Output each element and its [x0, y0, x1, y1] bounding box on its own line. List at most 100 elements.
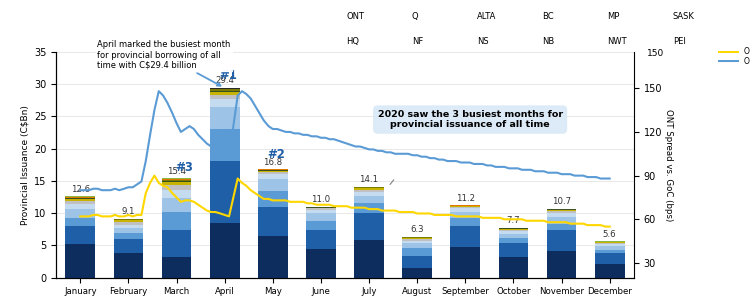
Bar — [354, 203, 384, 213]
Bar — [65, 199, 95, 201]
Bar — [113, 233, 143, 239]
Text: ONT: ONT — [346, 12, 364, 21]
Bar — [354, 196, 384, 203]
Bar — [354, 187, 384, 188]
Bar — [595, 253, 625, 264]
Bar — [113, 228, 143, 233]
Text: 7.7: 7.7 — [507, 216, 520, 225]
Bar — [354, 240, 384, 278]
Bar — [306, 209, 336, 210]
Text: 12.6: 12.6 — [70, 185, 90, 194]
Text: #2: #2 — [268, 148, 286, 161]
Bar — [595, 242, 625, 243]
Y-axis label: ONT Spread vs. GoC (bps): ONT Spread vs. GoC (bps) — [664, 109, 673, 221]
Text: April marked the busiest month
for provincial borrowing of all
time with C$29.4 : April marked the busiest month for provi… — [98, 40, 230, 86]
Bar — [162, 198, 191, 212]
Bar — [595, 264, 625, 278]
Bar — [210, 161, 239, 223]
Bar — [499, 257, 528, 278]
Y-axis label: Provincial Issuance (C$Bn): Provincial Issuance (C$Bn) — [21, 105, 30, 225]
Bar — [162, 182, 191, 185]
Text: 9.1: 9.1 — [122, 207, 135, 216]
Text: 11.0: 11.0 — [311, 195, 331, 204]
Bar — [595, 243, 625, 244]
Bar — [113, 224, 143, 228]
Bar — [402, 268, 432, 278]
Bar — [451, 206, 480, 207]
Text: NF: NF — [412, 37, 423, 46]
Bar — [162, 212, 191, 230]
Bar — [499, 229, 528, 230]
Bar — [402, 248, 432, 256]
Bar — [451, 207, 480, 209]
Bar — [354, 213, 384, 240]
Text: ALTA: ALTA — [477, 12, 496, 21]
Bar — [65, 226, 95, 244]
Bar — [547, 210, 577, 211]
Bar — [210, 107, 239, 129]
Bar — [210, 129, 239, 161]
Bar — [499, 234, 528, 238]
Text: 16.8: 16.8 — [263, 158, 282, 167]
Bar — [210, 91, 239, 92]
Bar — [499, 243, 528, 257]
Text: Q: Q — [412, 12, 419, 21]
Bar — [402, 239, 432, 241]
Bar — [210, 99, 239, 107]
Bar — [499, 230, 528, 231]
Bar — [451, 246, 480, 278]
Text: 5.6: 5.6 — [603, 230, 616, 239]
Bar — [65, 244, 95, 278]
Bar — [65, 209, 95, 217]
Bar — [258, 191, 288, 207]
Bar — [162, 178, 191, 179]
Bar — [595, 249, 625, 253]
Bar — [451, 212, 480, 218]
Bar — [547, 224, 577, 230]
Bar — [162, 181, 191, 182]
Text: NS: NS — [477, 37, 489, 46]
Bar — [162, 230, 191, 257]
Bar — [451, 226, 480, 246]
Text: SASK: SASK — [673, 12, 694, 21]
Bar — [162, 180, 191, 181]
Bar — [402, 241, 432, 243]
Bar — [65, 197, 95, 198]
Bar — [113, 239, 143, 253]
Bar — [258, 174, 288, 179]
Text: 11.2: 11.2 — [456, 194, 475, 203]
Bar — [402, 237, 432, 238]
Text: 6.3: 6.3 — [410, 225, 424, 234]
Bar — [65, 198, 95, 199]
Bar — [306, 231, 336, 249]
Bar — [210, 89, 239, 91]
Bar — [113, 222, 143, 224]
Bar — [210, 92, 239, 95]
Bar — [162, 257, 191, 278]
Bar — [258, 236, 288, 278]
Bar — [547, 213, 577, 217]
Bar — [547, 230, 577, 251]
Bar — [210, 223, 239, 278]
Bar — [547, 217, 577, 224]
Bar — [258, 179, 288, 191]
Bar — [402, 243, 432, 248]
Bar — [306, 213, 336, 221]
Text: 15.4: 15.4 — [167, 167, 186, 176]
Text: 14.1: 14.1 — [359, 175, 379, 184]
Bar — [499, 231, 528, 234]
Bar — [354, 190, 384, 192]
Bar — [210, 88, 239, 89]
Text: 10.7: 10.7 — [552, 197, 572, 206]
Text: 2020 saw the 3 busiest months for
provincial issuance of all time: 2020 saw the 3 busiest months for provin… — [377, 110, 562, 129]
Bar — [402, 256, 432, 268]
Text: HQ: HQ — [346, 37, 359, 46]
Bar — [547, 209, 577, 210]
Bar — [258, 171, 288, 172]
Text: ONT 30yr Spread vs. GoC: ONT 30yr Spread vs. GoC — [744, 56, 750, 66]
Text: 150: 150 — [646, 49, 664, 59]
Bar — [451, 218, 480, 226]
Text: BC: BC — [542, 12, 554, 21]
Bar — [595, 246, 625, 249]
Text: 29.4: 29.4 — [215, 76, 234, 85]
